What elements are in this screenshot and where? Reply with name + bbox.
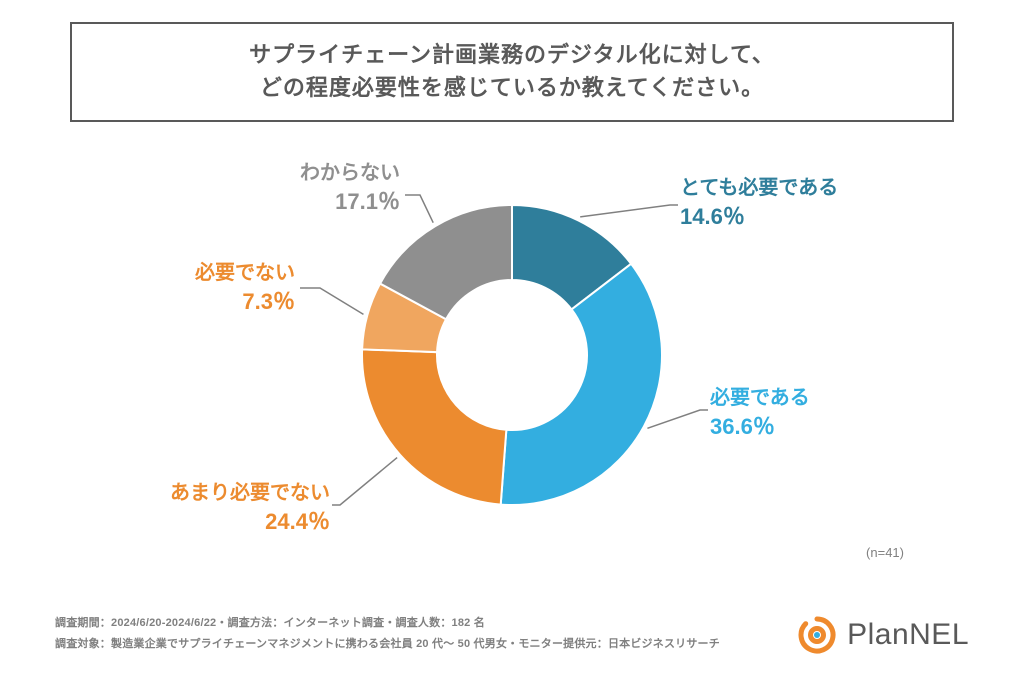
label-not-necessary: 必要でない 7.3％	[175, 260, 295, 317]
title-line-1: サプライチェーン計画業務のデジタル化に対して、	[92, 38, 932, 71]
label-not-very: あまり必要でない 24.4％	[130, 480, 330, 537]
brand-logo: PlanNEL	[797, 615, 969, 655]
brand-logo-text: PlanNEL	[847, 618, 969, 652]
donut-chart-area: とても必要である 14.6％ 必要である 36.6％ あまり必要でない 24.4…	[0, 140, 1024, 570]
question-title-box: サプライチェーン計画業務のデジタル化に対して、 どの程度必要性を感じているか教え…	[70, 22, 954, 122]
label-dont-know: わからない 17.1％	[260, 160, 400, 217]
donut-slice-not_very	[362, 349, 506, 504]
label-necessary: 必要である 36.6％	[710, 385, 810, 442]
donut-chart	[352, 195, 672, 515]
title-line-2: どの程度必要性を感じているか教えてください。	[92, 71, 932, 104]
brand-logo-icon	[797, 615, 837, 655]
label-very-necessary: とても必要である 14.6％	[680, 175, 838, 232]
survey-footer: 調査期間：2024/6/20-2024/6/22・調査方法：インターネット調査・…	[55, 613, 969, 655]
sample-size-note: (n=41)	[866, 545, 904, 560]
